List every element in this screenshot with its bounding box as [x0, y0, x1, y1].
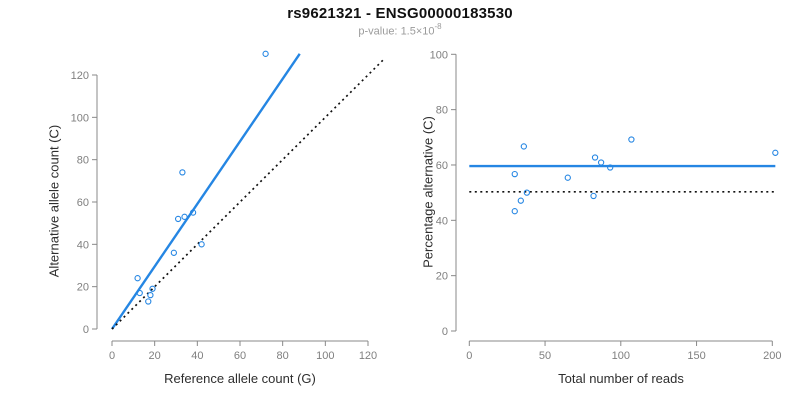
x-tick-label: 100: [612, 350, 630, 362]
x-tick-label: 50: [539, 350, 551, 362]
left-scatter-plot: 0 20 40 60 80 100 120 0 20 40 60 80 100 120: [71, 50, 386, 362]
p-value-exponent: -8: [434, 22, 442, 31]
data-point: [145, 298, 152, 305]
data-point: [511, 208, 518, 215]
y-tick-label: 0: [83, 324, 89, 336]
regression-line: [111, 53, 301, 330]
data-point: [607, 164, 614, 171]
x-tick-label: 120: [359, 350, 377, 362]
data-point: [136, 289, 143, 297]
x-tick-label: 80: [277, 350, 289, 362]
right-x-axis-title: Total number of reads: [558, 371, 684, 386]
y-tick-label: 40: [77, 239, 89, 251]
data-point: [170, 249, 178, 256]
y-tick-label: 40: [436, 215, 448, 227]
x-tick-label: 60: [234, 350, 246, 362]
data-point: [134, 275, 141, 282]
data-point: [198, 241, 205, 248]
p-value-label: p-value:: [358, 25, 401, 38]
data-point: [181, 213, 188, 220]
y-tick-label: 60: [77, 197, 89, 209]
x-tick-label: 0: [466, 350, 472, 362]
x-tick-label: 100: [316, 350, 334, 362]
x-tick-label: 200: [763, 350, 781, 362]
x-tick-label: 20: [149, 350, 161, 362]
right-scatter-plot: 0 50 100 150 200 0 20 40 60 80 100: [430, 49, 782, 362]
data-point: [523, 189, 531, 196]
y-tick-label: 20: [436, 271, 448, 283]
x-tick-label: 0: [109, 350, 115, 362]
data-point: [262, 50, 269, 57]
plot-subtitle: p-value: 1.5×10-8: [0, 22, 800, 38]
data-point: [511, 170, 518, 178]
data-point: [520, 143, 527, 150]
y-tick-label: 120: [71, 70, 89, 82]
data-point: [189, 209, 197, 216]
y-tick-label: 20: [77, 282, 89, 294]
data-point: [772, 149, 779, 156]
data-point: [517, 197, 524, 204]
data-point: [174, 215, 182, 223]
p-value-mantissa: 1.5×10: [400, 25, 435, 38]
y-tick-label: 100: [71, 112, 89, 124]
x-tick-label: 40: [191, 350, 203, 362]
data-point: [564, 174, 571, 181]
data-point: [147, 291, 154, 299]
data-point: [179, 169, 186, 176]
identity-line: [111, 57, 386, 330]
left-x-axis-title: Reference allele count (G): [164, 371, 316, 386]
data-point: [628, 136, 635, 143]
y-tick-label: 80: [77, 155, 89, 167]
data-point: [597, 159, 605, 166]
plot-title: rs9621321 - ENSG00000183530: [287, 5, 513, 22]
y-tick-label: 100: [430, 49, 448, 61]
data-point: [590, 192, 597, 200]
y-tick-label: 60: [436, 160, 448, 172]
y-tick-label: 0: [442, 326, 448, 338]
x-tick-label: 150: [687, 350, 705, 362]
y-tick-label: 80: [436, 105, 448, 117]
data-point: [591, 154, 599, 161]
data-point: [149, 285, 156, 292]
